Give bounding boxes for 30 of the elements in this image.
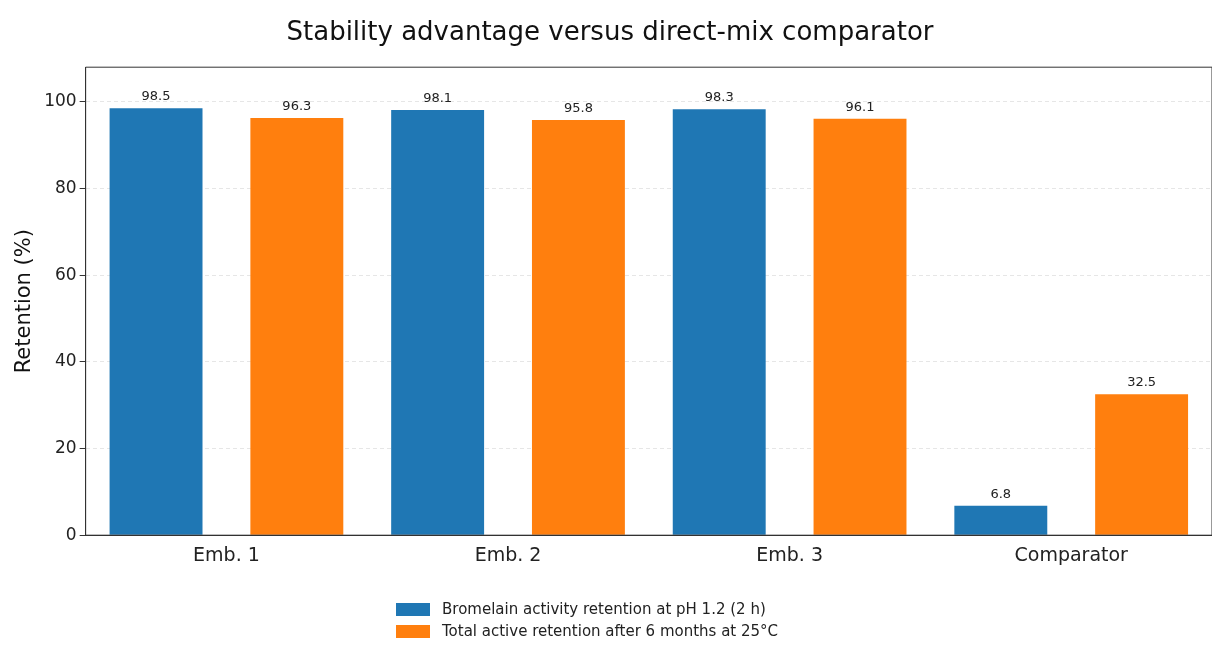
- data-label: 96.3: [282, 97, 312, 113]
- legend-label: Total active retention after 6 months at 25°C: [442, 622, 779, 640]
- bar: [531, 120, 625, 535]
- x-tick-label: Emb. 2: [474, 542, 542, 565]
- data-label: 98.1: [423, 89, 453, 105]
- bar: [250, 117, 344, 535]
- bar: [391, 110, 485, 535]
- legend-label: Bromelain activity retention at pH 1.2 (2 h): [442, 600, 766, 618]
- bar: [1095, 394, 1189, 535]
- data-label: 32.5: [1127, 374, 1157, 390]
- y-axis-title: Retention (%): [11, 229, 36, 374]
- bar: [954, 505, 1048, 535]
- bar: [109, 108, 203, 535]
- bar: [672, 109, 766, 535]
- data-label: 98.5: [141, 88, 171, 104]
- y-tick-label: 100: [44, 90, 77, 111]
- data-label: 96.1: [845, 98, 875, 114]
- data-label: 6.8: [990, 485, 1012, 501]
- y-tick-label: 0: [65, 523, 77, 544]
- x-tick-label: Emb. 3: [756, 542, 823, 565]
- chart-title: Stability advantage versus direct-mix comparator: [286, 16, 934, 47]
- x-tick-label: Emb. 1: [193, 542, 260, 565]
- data-label: 98.3: [704, 89, 734, 105]
- bar: [813, 118, 907, 535]
- data-label: 95.8: [563, 99, 593, 115]
- y-tick-label: 40: [55, 350, 77, 371]
- y-tick-label: 60: [55, 263, 77, 284]
- x-tick-label: Comparator: [1014, 542, 1129, 565]
- y-tick-label: 80: [55, 176, 77, 197]
- y-tick-label: 20: [55, 436, 77, 457]
